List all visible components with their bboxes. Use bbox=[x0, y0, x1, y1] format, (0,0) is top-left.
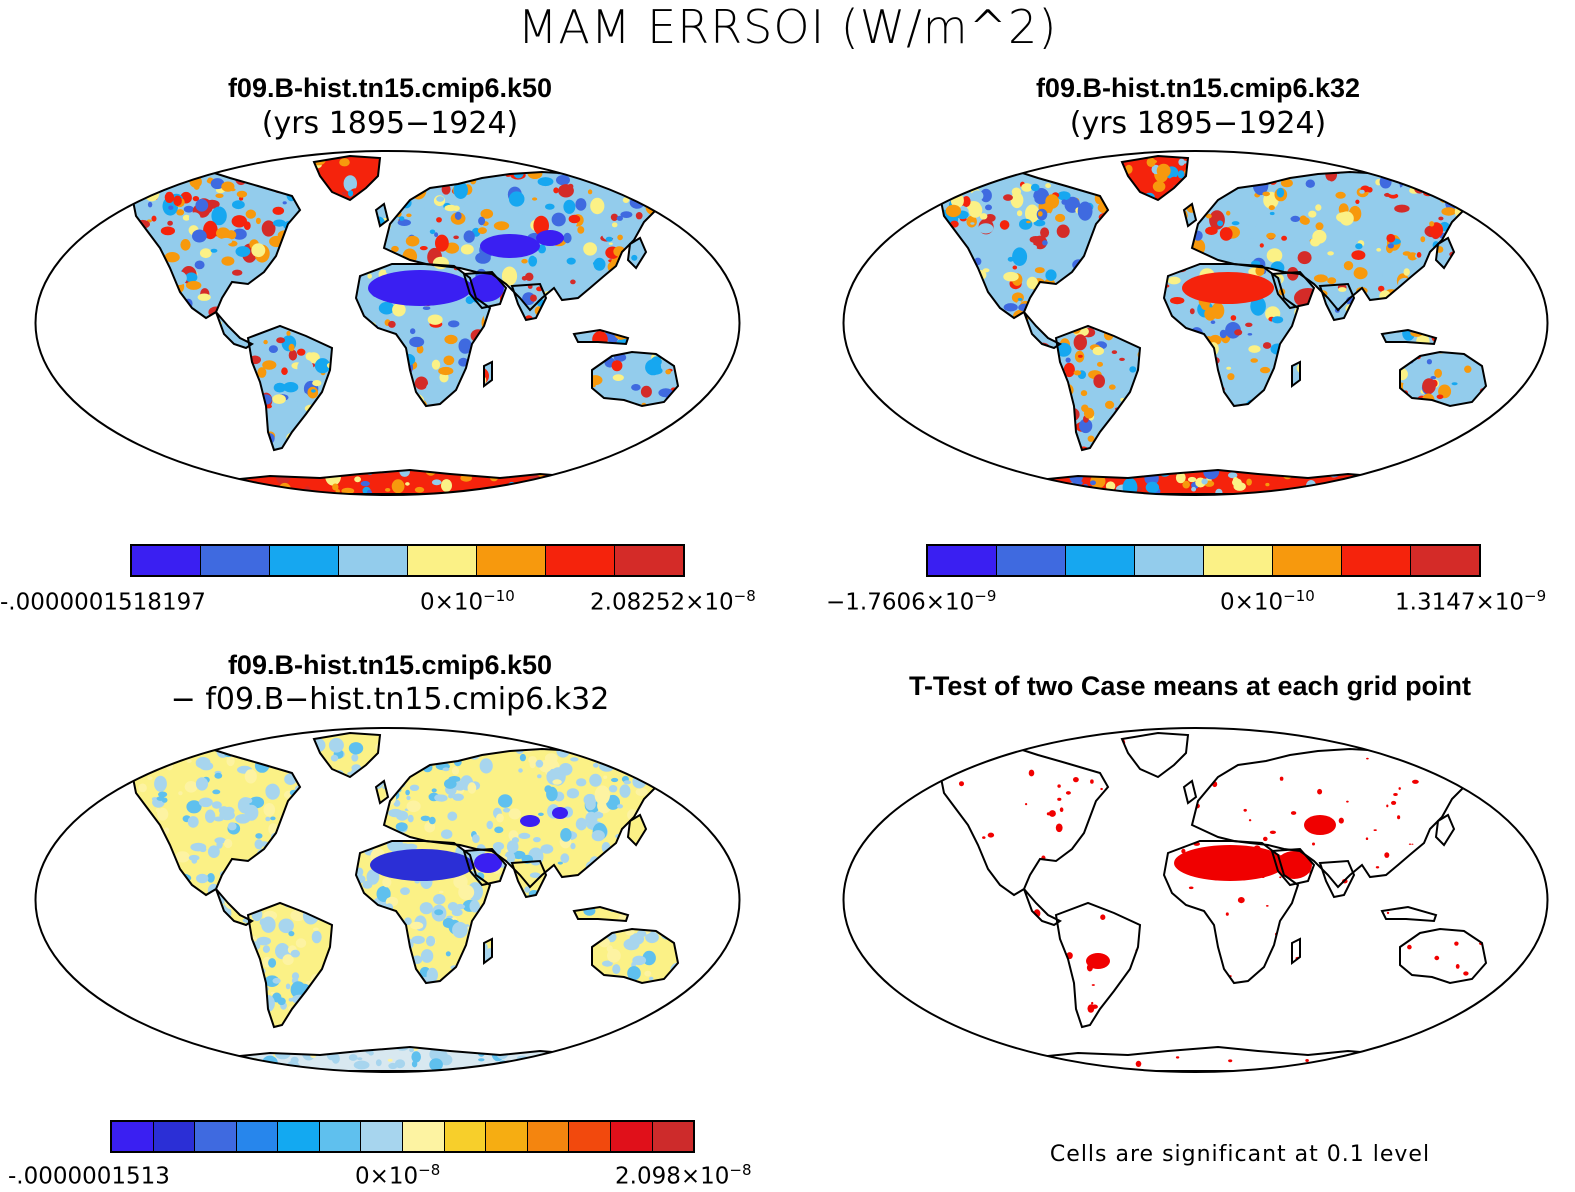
panel-ttest-footer: Cells are significant at 0.1 level bbox=[1049, 1142, 1431, 1167]
land-newzealand bbox=[694, 406, 706, 432]
land-newzealand bbox=[694, 983, 706, 1009]
map-ttest bbox=[842, 727, 1549, 1073]
land-japan bbox=[628, 815, 646, 845]
colorbar-swatch bbox=[569, 1122, 611, 1151]
colorbar-k32-min-label: −1.7606×10−9 bbox=[826, 587, 997, 616]
land-india bbox=[512, 861, 546, 897]
colorbar-swatch bbox=[1066, 546, 1135, 575]
colorbar-swatch bbox=[652, 1122, 694, 1151]
colorbar-swatch bbox=[477, 546, 546, 575]
land-australia bbox=[1400, 929, 1486, 983]
land-japan bbox=[628, 238, 646, 268]
colorbar-swatch bbox=[278, 1122, 320, 1151]
colorbar-k32-max-label: 1.3147×10−9 bbox=[1395, 587, 1547, 616]
panel-diff-title: f09.B-hist.tn15.cmip6.k50 bbox=[227, 650, 553, 680]
colorbar-k50 bbox=[130, 544, 685, 577]
colorbar-swatch bbox=[486, 1122, 528, 1151]
colorbar-swatch bbox=[546, 546, 615, 575]
colorbar-diff bbox=[110, 1120, 695, 1153]
colorbar-swatch bbox=[1273, 546, 1342, 575]
colorbar-k50-max-label: 2.08252×10−8 bbox=[590, 587, 756, 616]
land-japan bbox=[1436, 815, 1454, 845]
panel-k50-subtitle: (yrs 1895−1924) bbox=[261, 106, 519, 141]
colorbar-k50-mid-label: 0×10−10 bbox=[420, 587, 515, 616]
panel-k32-title: f09.B-hist.tn15.cmip6.k32 bbox=[1035, 73, 1361, 103]
land-newzealand bbox=[1502, 983, 1514, 1009]
colorbar-swatch bbox=[112, 1122, 154, 1151]
colorbar-diff-min-label: -.0000001513 bbox=[8, 1163, 170, 1190]
map-frame bbox=[842, 150, 1549, 496]
colorbar-k50-min-label: -.0000001518197 bbox=[0, 589, 206, 616]
colorbar-swatch bbox=[527, 1122, 570, 1151]
colorbar-swatch bbox=[997, 546, 1066, 575]
colorbar-swatch bbox=[403, 1122, 445, 1151]
land-india bbox=[1320, 284, 1354, 320]
colorbar-swatch bbox=[132, 546, 201, 575]
land-northAmerica bbox=[130, 747, 300, 895]
colorbar-swatch bbox=[236, 1122, 279, 1151]
colorbar-swatch bbox=[1411, 546, 1479, 575]
figure-title: MAM ERRSOI (W/m^2) bbox=[517, 0, 1058, 54]
map-k50 bbox=[34, 150, 741, 496]
colorbar-swatch bbox=[319, 1122, 362, 1151]
colorbar-swatch bbox=[1135, 546, 1204, 575]
panel-k32-subtitle: (yrs 1895−1924) bbox=[1069, 106, 1327, 141]
map-frame bbox=[842, 727, 1549, 1073]
colorbar-swatch bbox=[610, 1122, 653, 1151]
map-k32 bbox=[842, 150, 1549, 496]
colorbar-swatch bbox=[339, 546, 408, 575]
colorbar-swatch bbox=[615, 546, 683, 575]
colorbar-swatch bbox=[408, 546, 477, 575]
colorbar-k32-mid-label: 0×10−10 bbox=[1220, 587, 1315, 616]
colorbar-diff-max-label: 2.098×10−8 bbox=[615, 1161, 752, 1190]
panel-diff-subtitle: − f09.B−hist.tn15.cmip6.k32 bbox=[170, 682, 610, 717]
colorbar-swatch bbox=[928, 546, 997, 575]
land-indonesia bbox=[1382, 907, 1436, 921]
colorbar-swatch bbox=[153, 1122, 196, 1151]
colorbar-swatch bbox=[201, 546, 270, 575]
map-frame bbox=[34, 727, 741, 1073]
colorbar-swatch bbox=[1342, 546, 1411, 575]
map-diff bbox=[34, 727, 741, 1073]
colorbar-diff-mid-label: 0×10−8 bbox=[355, 1161, 441, 1190]
colorbar-swatch bbox=[361, 1122, 404, 1151]
land-japan bbox=[1436, 238, 1454, 268]
colorbar-swatch bbox=[195, 1122, 237, 1151]
colorbar-swatch bbox=[1204, 546, 1273, 575]
colorbar-k32 bbox=[926, 544, 1481, 577]
colorbar-swatch bbox=[270, 546, 339, 575]
map-frame bbox=[34, 150, 741, 496]
panel-k50-title: f09.B-hist.tn15.cmip6.k50 bbox=[227, 73, 553, 103]
panel-ttest-title: T-Test of two Case means at each grid po… bbox=[908, 671, 1472, 701]
land-india bbox=[1320, 861, 1354, 897]
land-newzealand bbox=[1502, 406, 1514, 432]
land-northAmerica bbox=[938, 747, 1108, 895]
colorbar-swatch bbox=[444, 1122, 487, 1151]
